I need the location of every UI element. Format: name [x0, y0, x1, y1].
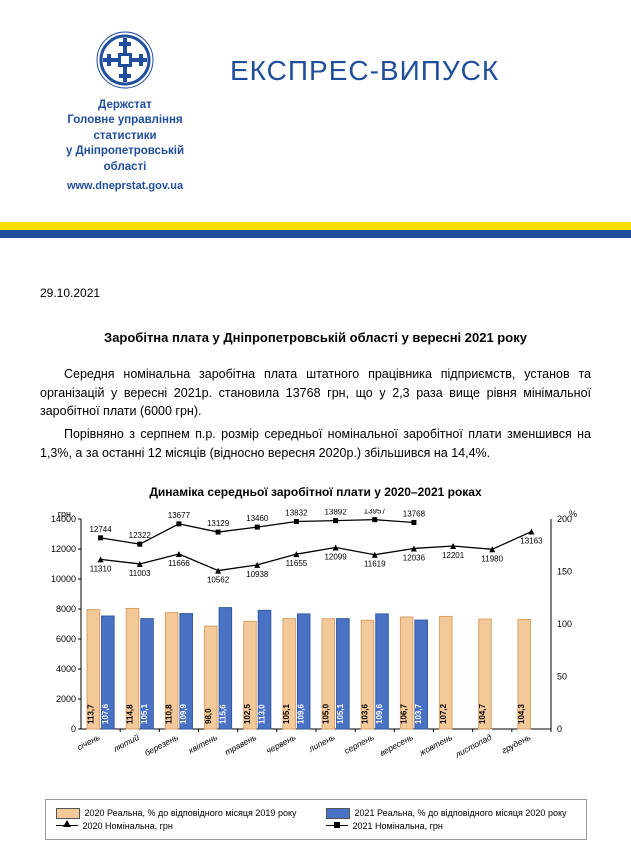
org-url: www.dneprstat.gov.ua [40, 179, 210, 194]
legend-item: 2020 Реальна, % до відповідного місяця 2… [56, 808, 306, 819]
svg-text:105,1: 105,1 [335, 703, 344, 724]
svg-text:13163: 13163 [520, 536, 543, 545]
svg-text:11003: 11003 [128, 569, 150, 578]
svg-text:червень: червень [264, 732, 297, 756]
legend-item: 2021 Номінальна, грн [326, 821, 576, 831]
svg-text:113,0: 113,0 [257, 704, 266, 724]
svg-text:104,7: 104,7 [477, 703, 486, 724]
org-block: Держстат Головне управління статистики у… [40, 30, 210, 194]
svg-text:13892: 13892 [324, 509, 347, 517]
svg-text:10000: 10000 [50, 574, 75, 584]
svg-text:вересень: вересень [377, 732, 414, 758]
stripe-blue [0, 230, 631, 238]
svg-text:115,6: 115,6 [218, 704, 227, 724]
svg-text:103,6: 103,6 [360, 703, 369, 724]
svg-text:12201: 12201 [441, 551, 464, 560]
svg-text:11980: 11980 [481, 554, 503, 563]
svg-text:березень: березень [142, 732, 179, 758]
svg-text:січень: січень [75, 732, 101, 752]
org-line: Держстат [40, 98, 210, 114]
svg-text:13957: 13957 [363, 509, 386, 516]
legend-item: 2020 Номінальна, грн [56, 821, 306, 831]
svg-text:98,0: 98,0 [203, 708, 212, 724]
svg-text:12744: 12744 [89, 525, 112, 534]
svg-text:липень: липень [306, 732, 336, 754]
svg-text:0: 0 [557, 724, 562, 734]
stripe-yellow [0, 222, 631, 230]
svg-text:квітень: квітень [186, 732, 218, 756]
svg-text:13129: 13129 [206, 519, 229, 528]
svg-text:50: 50 [557, 671, 567, 681]
svg-text:109,6: 109,6 [296, 703, 305, 724]
svg-text:%: % [569, 509, 577, 519]
legend: 2020 Реальна, % до відповідного місяця 2… [45, 799, 587, 840]
svg-text:грн: грн [57, 509, 70, 519]
logo-icon [95, 30, 155, 90]
legend-item: 2021 Реальна, % до відповідного місяця 2… [326, 808, 576, 819]
svg-text:103,7: 103,7 [414, 703, 423, 724]
svg-text:жовтень: жовтень [416, 732, 453, 758]
svg-text:листопад: листопад [452, 731, 493, 759]
svg-text:13677: 13677 [167, 511, 190, 520]
chart-title: Динаміка середньої заробітної плати у 20… [40, 485, 591, 499]
org-line: Головне управління [40, 113, 210, 129]
svg-text:12036: 12036 [402, 553, 425, 562]
svg-text:13832: 13832 [285, 509, 308, 518]
svg-text:11666: 11666 [168, 559, 190, 568]
org-line: області [40, 160, 210, 176]
svg-text:лютий: лютий [110, 732, 140, 754]
svg-text:100: 100 [557, 619, 572, 629]
svg-text:107,2: 107,2 [438, 703, 447, 724]
svg-text:11310: 11310 [89, 564, 111, 573]
svg-text:11619: 11619 [363, 559, 385, 568]
doc-title: Заробітна плата у Дніпропетровській обла… [40, 330, 591, 345]
paragraph: Порівняно з серпнем п.р. розмір середньо… [40, 425, 591, 463]
svg-text:4000: 4000 [55, 664, 75, 674]
svg-text:12099: 12099 [324, 552, 347, 561]
svg-text:109,9: 109,9 [179, 703, 188, 724]
svg-text:2000: 2000 [55, 694, 75, 704]
svg-text:114,8: 114,8 [125, 704, 134, 724]
header: Держстат Головне управління статистики у… [40, 30, 591, 194]
svg-text:107,6: 107,6 [100, 703, 109, 724]
svg-text:10562: 10562 [206, 575, 229, 584]
svg-text:150: 150 [557, 566, 572, 576]
svg-text:12000: 12000 [50, 544, 75, 554]
svg-text:травень: травень [222, 732, 257, 757]
svg-text:105,1: 105,1 [282, 703, 291, 724]
svg-text:102,5: 102,5 [242, 703, 251, 724]
svg-text:10938: 10938 [246, 570, 269, 579]
svg-text:грудень: грудень [499, 732, 531, 756]
svg-text:105,1: 105,1 [140, 703, 149, 724]
paragraph: Середня номінальна заробітна плата штатн… [40, 365, 591, 421]
org-line: у Дніпропетровській [40, 144, 210, 160]
svg-text:104,3: 104,3 [517, 703, 526, 724]
banner-title: ЕКСПРЕС-ВИПУСК [230, 30, 591, 87]
svg-text:106,7: 106,7 [399, 703, 408, 724]
svg-text:113,7: 113,7 [86, 704, 95, 724]
svg-text:13768: 13768 [402, 509, 425, 518]
svg-text:12322: 12322 [128, 531, 151, 540]
svg-text:109,6: 109,6 [375, 703, 384, 724]
svg-text:105,0: 105,0 [321, 703, 330, 724]
svg-text:11655: 11655 [285, 559, 307, 568]
svg-text:6000: 6000 [55, 634, 75, 644]
svg-text:8000: 8000 [55, 604, 75, 614]
wage-chart: 02000400060008000100001200014000грн05010… [41, 509, 591, 789]
svg-text:серпень: серпень [342, 732, 375, 756]
org-line: статистики [40, 129, 210, 145]
issue-date: 29.10.2021 [40, 286, 591, 300]
svg-text:110,8: 110,8 [164, 704, 173, 724]
svg-text:13460: 13460 [246, 514, 269, 523]
svg-text:0: 0 [70, 724, 75, 734]
